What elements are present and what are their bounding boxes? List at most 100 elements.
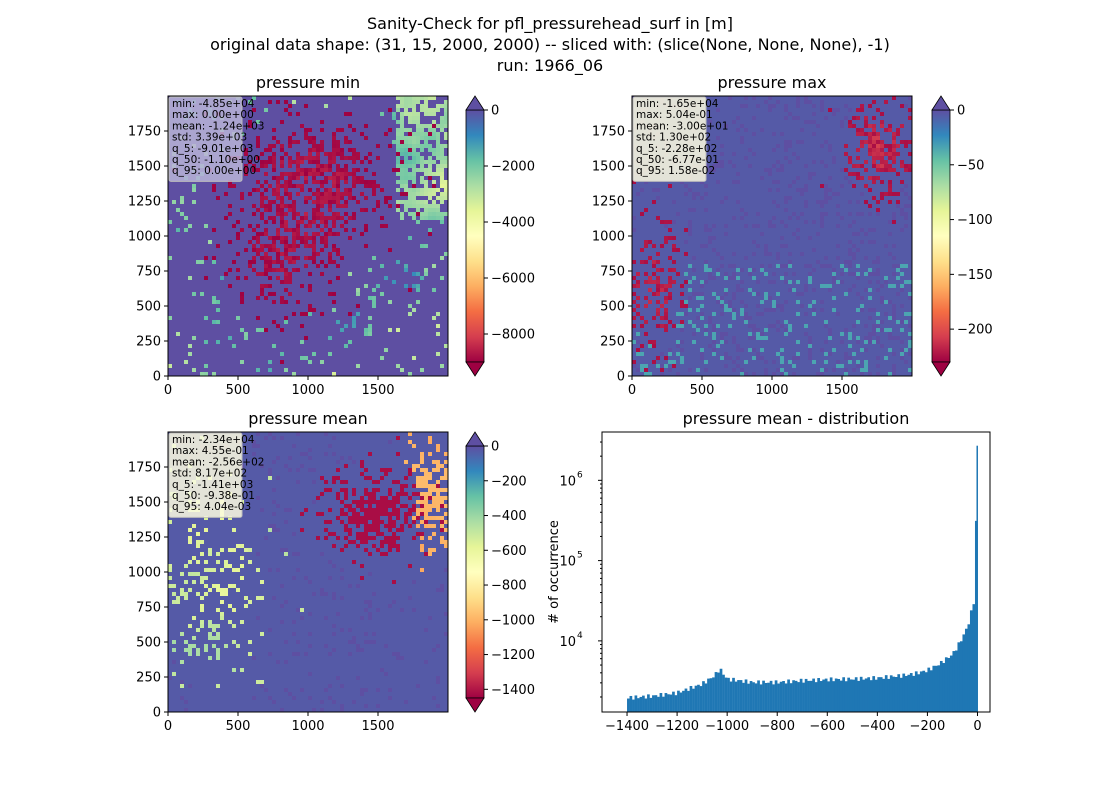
heatmap-cell — [224, 328, 229, 333]
heatmap-cell — [252, 244, 257, 249]
heatmap-cell — [216, 180, 221, 185]
heatmap-cell — [368, 116, 373, 121]
heatmap-cell — [420, 324, 425, 329]
heatmap-cell — [328, 116, 333, 121]
heatmap-cell — [300, 116, 305, 121]
stats-line: std: 3.39e+03 — [172, 132, 247, 144]
heatmap-cell — [232, 224, 237, 229]
heatmap-cell — [180, 300, 185, 305]
heatmap-cell — [332, 316, 337, 321]
heatmap-cell — [420, 112, 425, 117]
heatmap-cell — [192, 260, 197, 265]
heatmap-cell — [228, 312, 233, 317]
heatmap-cell — [252, 320, 257, 325]
heatmap-cell — [356, 168, 361, 173]
heatmap-cell — [260, 180, 265, 185]
heatmap-cell — [292, 200, 297, 205]
heatmap-cell — [244, 140, 249, 145]
heatmap-cell — [204, 276, 209, 281]
heatmap-cell — [272, 196, 277, 201]
heatmap-cell — [200, 348, 205, 353]
heatmap-cell — [408, 356, 413, 361]
heatmap-cell — [444, 208, 449, 213]
heatmap-cell — [312, 196, 317, 201]
heatmap-cell — [432, 344, 437, 349]
heatmap-cell — [228, 316, 233, 321]
heatmap-cell — [256, 224, 261, 229]
heatmap-cell — [316, 264, 321, 269]
heatmap-cell — [308, 288, 313, 293]
heatmap-cell — [288, 344, 293, 349]
heatmap-cell — [360, 200, 365, 205]
heatmap-cell — [336, 168, 341, 173]
heatmap-cell — [216, 200, 221, 205]
heatmap-cell — [268, 132, 273, 137]
heatmap-cell — [408, 268, 413, 273]
colorbar-tick-label: −8000 — [491, 328, 535, 343]
heatmap-cell — [444, 284, 449, 289]
heatmap-cell — [412, 224, 417, 229]
heatmap-cell — [392, 164, 397, 169]
heatmap-cell — [424, 188, 429, 193]
heatmap-cell — [220, 272, 225, 277]
heatmap-cell — [236, 300, 241, 305]
heatmap-cell — [432, 120, 437, 125]
heatmap-cell — [180, 308, 185, 313]
heatmap-cell — [436, 284, 441, 289]
heatmap-cell — [188, 212, 193, 217]
heatmap-cell — [292, 224, 297, 229]
heatmap-cell — [348, 336, 353, 341]
heatmap-cell — [420, 328, 425, 333]
heatmap-cell — [232, 272, 237, 277]
heatmap-cell — [364, 116, 369, 121]
heatmap-cell — [348, 312, 353, 317]
heatmap-cell — [352, 264, 357, 269]
heatmap-cell — [256, 344, 261, 349]
heatmap-cell — [436, 360, 441, 365]
heatmap-cell — [308, 200, 313, 205]
heatmap-cell — [176, 192, 181, 197]
heatmap-cell — [216, 256, 221, 261]
heatmap-cell — [416, 264, 421, 269]
heatmap-cell — [224, 260, 229, 265]
heatmap-cell — [308, 212, 313, 217]
heatmap-cell — [344, 188, 349, 193]
heatmap-cell — [404, 120, 409, 125]
heatmap-cell — [176, 284, 181, 289]
heatmap-cell — [232, 328, 237, 333]
heatmap-cell — [424, 288, 429, 293]
heatmap-cell — [364, 324, 369, 329]
colorbar-extend-top — [465, 95, 485, 111]
heatmap-cell — [252, 344, 257, 349]
heatmap-cell — [212, 280, 217, 285]
heatmap-cell — [176, 272, 181, 277]
heatmap-cell — [320, 272, 325, 277]
heatmap-cell — [384, 120, 389, 125]
heatmap-cell — [368, 260, 373, 265]
heatmap-cell — [400, 356, 405, 361]
heatmap-cell — [300, 148, 305, 153]
heatmap-cell — [412, 280, 417, 285]
heatmap-cell — [364, 168, 369, 173]
heatmap-cell — [332, 364, 337, 369]
heatmap-cell — [316, 228, 321, 233]
heatmap-cell — [244, 320, 249, 325]
heatmap-cell — [392, 180, 397, 185]
heatmap-cell — [336, 120, 341, 125]
heatmap-cell — [432, 264, 437, 269]
heatmap-cell — [356, 328, 361, 333]
heatmap-cell — [424, 128, 429, 133]
heatmap-cell — [396, 196, 401, 201]
heatmap-cell — [404, 176, 409, 181]
heatmap-cell — [384, 344, 389, 349]
heatmap-cell — [276, 168, 281, 173]
heatmap-cell — [348, 204, 353, 209]
heatmap-cell — [420, 340, 425, 345]
heatmap-cell — [408, 372, 413, 377]
heatmap-cell — [316, 304, 321, 309]
heatmap-cell — [368, 168, 373, 173]
heatmap-cell — [436, 372, 441, 377]
heatmap-cell — [264, 356, 269, 361]
heatmap-cell — [348, 352, 353, 357]
heatmap-cell — [292, 276, 297, 281]
